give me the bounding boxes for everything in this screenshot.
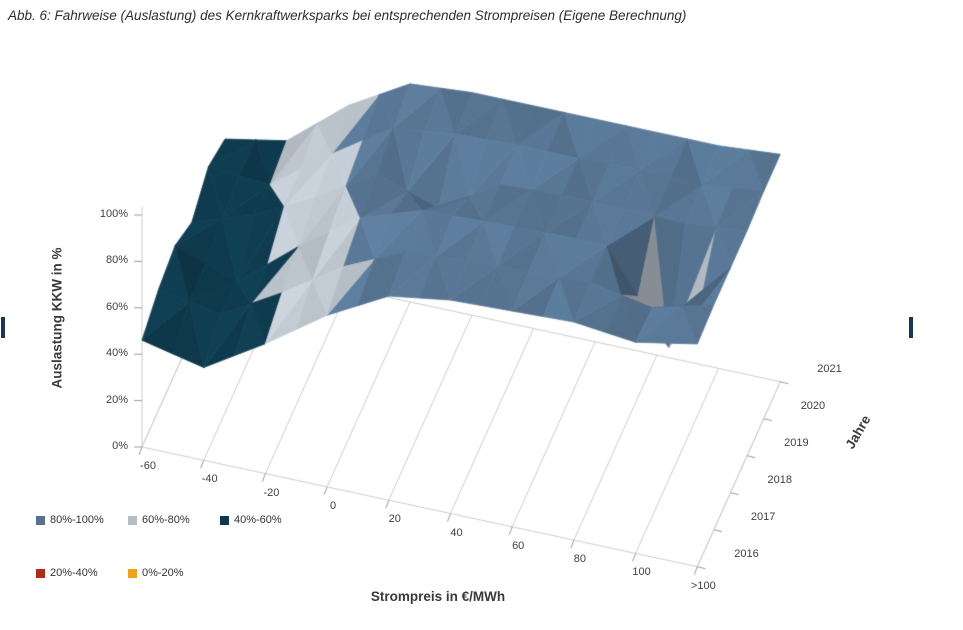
legend-label: 60%-80% — [142, 514, 190, 526]
legend-swatch-icon — [220, 515, 229, 525]
legend-label: 40%-60% — [234, 514, 282, 526]
legend-item-20-40: 20%-40% — [36, 567, 128, 579]
legend-swatch-icon — [36, 568, 45, 578]
legend-swatch-icon — [128, 515, 137, 525]
legend-item-60-80: 60%-80% — [128, 514, 220, 526]
legend-swatch-icon — [36, 515, 45, 525]
legend-label: 20%-40% — [50, 567, 98, 579]
legend-label: 80%-100% — [50, 514, 104, 526]
legend-item-0-20: 0%-20% — [128, 567, 220, 579]
legend-item-80-100: 80%-100% — [36, 514, 128, 526]
x-axis-title: Strompreis in €/MWh — [370, 589, 506, 604]
legend-label: 0%-20% — [142, 567, 184, 579]
chart-legend: 80%-100% 60%-80% 40%-60% 20%-40% 0%-20% — [36, 514, 336, 579]
legend-swatch-icon — [128, 568, 137, 578]
z-axis-title: Auslastung KKW in % — [49, 247, 65, 389]
legend-item-40-60: 40%-60% — [220, 514, 312, 526]
